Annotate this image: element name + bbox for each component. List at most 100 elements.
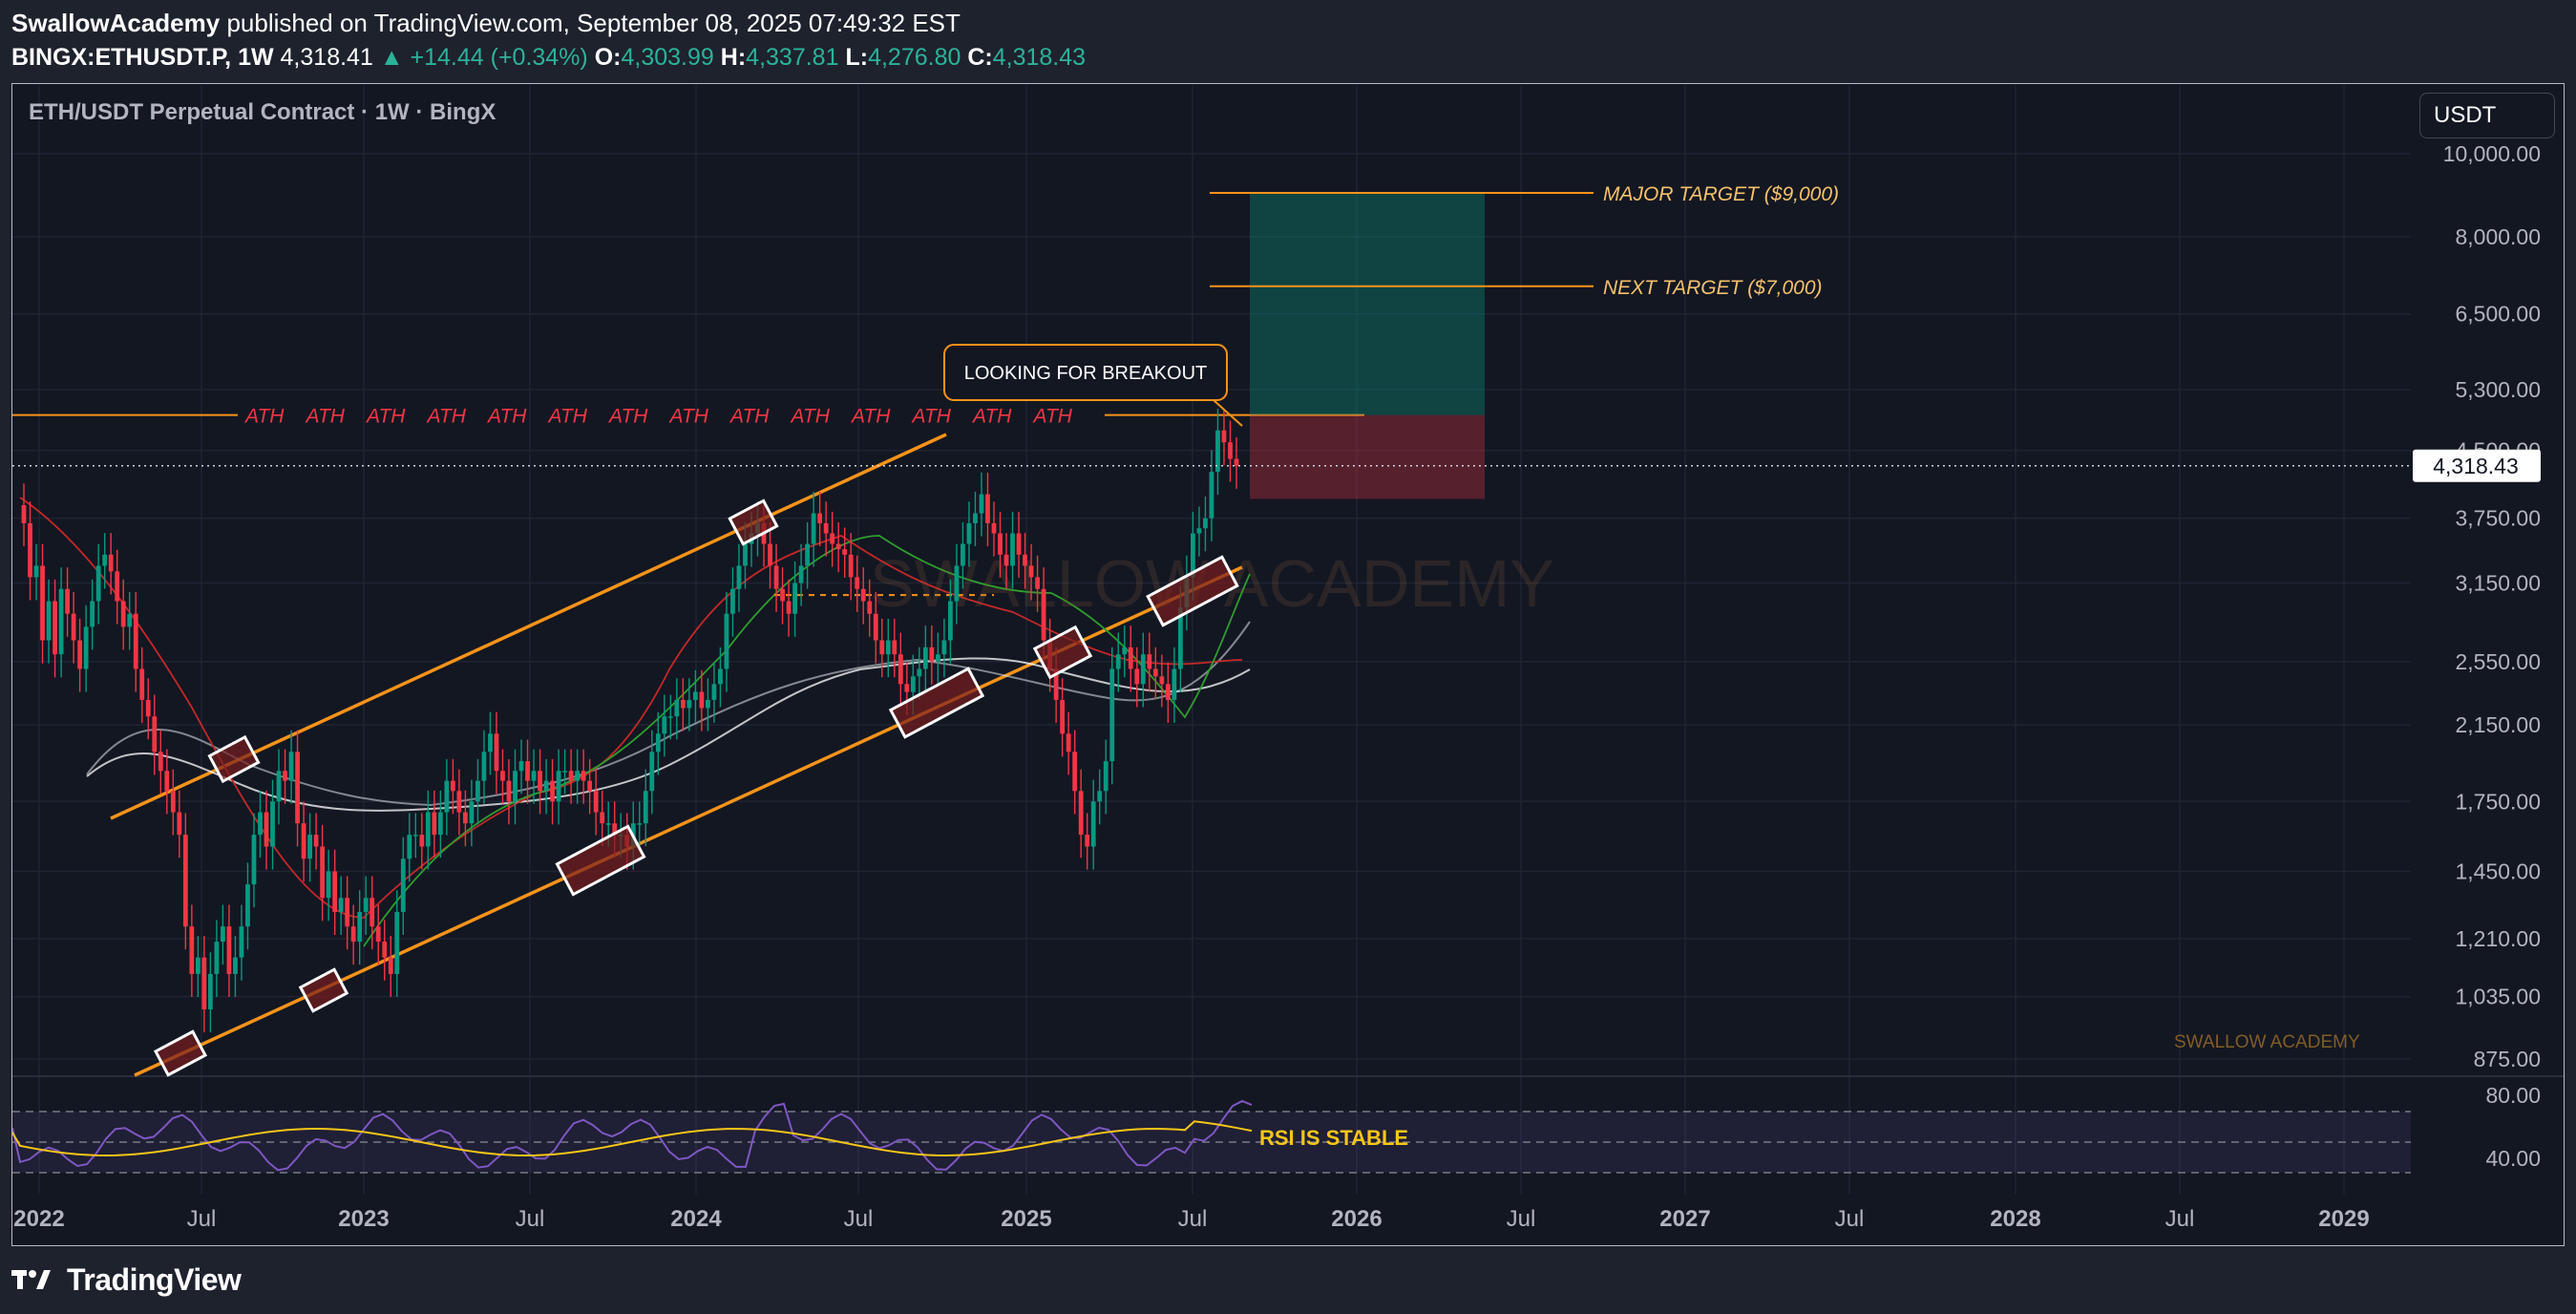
candle-body <box>655 733 661 752</box>
candle-body <box>973 513 978 523</box>
candle-body <box>301 823 306 859</box>
candle-body <box>33 565 39 578</box>
candle-body <box>90 601 95 627</box>
candle-body <box>985 494 990 523</box>
candle-body <box>686 699 692 709</box>
candle-body <box>736 565 742 589</box>
candle-body <box>991 522 997 534</box>
candle-body <box>357 911 363 943</box>
candle-body <box>1234 458 1239 466</box>
ath-label: ATH <box>850 406 891 428</box>
candle-body <box>170 791 176 813</box>
candle-body <box>1023 554 1027 566</box>
touch-point-box <box>153 1029 208 1077</box>
candle-body <box>295 752 300 824</box>
ath-label: ATH <box>728 406 770 428</box>
candle-body <box>307 835 312 859</box>
candle-body <box>375 926 381 943</box>
candle-body <box>848 554 854 578</box>
candle-body <box>475 780 480 802</box>
candle-body <box>469 801 475 824</box>
candle-body <box>979 494 984 514</box>
price-tick-label: 6,500.00 <box>2455 302 2541 327</box>
candle-body <box>139 668 145 700</box>
currency-button[interactable]: USDT <box>2419 93 2555 138</box>
candle-body <box>425 812 431 847</box>
candle-body <box>718 668 723 685</box>
candle-body <box>288 752 294 781</box>
candle-body <box>518 761 524 772</box>
last-price: 4,318.41 <box>280 44 373 71</box>
candle-body <box>1215 430 1220 472</box>
candle-body <box>1177 607 1183 669</box>
low-label: L: <box>845 44 869 71</box>
candle-body <box>637 823 643 825</box>
candle-body <box>917 668 922 677</box>
price-tick-label: 2,550.00 <box>2455 649 2541 674</box>
candle-body <box>692 691 698 700</box>
time-tick-label: 2023 <box>338 1206 389 1232</box>
candle-body <box>177 812 182 836</box>
candle-body <box>1128 646 1133 669</box>
candle-body <box>780 588 785 602</box>
candle-body <box>1090 801 1096 847</box>
price-chart[interactable]: ATH ATH ATH ATH ATH ATH ATH ATH ATH ATH ATH ATH ATH A… <box>12 84 2565 1246</box>
candle-body <box>1209 471 1214 519</box>
author-name[interactable]: SwallowAcademy <box>11 9 221 37</box>
candle-body <box>102 554 108 566</box>
candle-body <box>929 646 935 662</box>
price-tick-label: 2,150.00 <box>2455 712 2541 737</box>
breakout-callout-pointer <box>1213 399 1243 427</box>
candle-body <box>1221 430 1227 443</box>
candle-body <box>786 601 792 614</box>
candle-body <box>1165 684 1171 700</box>
symbol-label: BINGX:ETHUSDT.P, 1W <box>11 44 274 71</box>
candle-body <box>500 771 505 781</box>
candle-body <box>730 588 735 614</box>
candle-body <box>207 973 213 1010</box>
ath-label: ATH <box>305 406 346 428</box>
candle-body <box>221 926 225 943</box>
candle-body <box>189 926 195 974</box>
candle-body <box>245 884 250 927</box>
time-tick-label: 2026 <box>1331 1206 1382 1232</box>
candle-body <box>680 699 686 709</box>
candle-body <box>600 812 605 824</box>
candle-body <box>1053 668 1059 700</box>
price-tick-label: 3,750.00 <box>2455 506 2541 531</box>
candle-body <box>830 533 835 544</box>
candle-body <box>456 791 462 813</box>
ath-label: ATH <box>365 406 406 428</box>
candle-body <box>95 565 101 602</box>
touch-point-box <box>207 734 261 784</box>
publish-header: SwallowAcademy published on TradingView.… <box>11 6 1086 74</box>
candle-body <box>699 691 705 709</box>
candle-body <box>1072 752 1078 792</box>
candle-body <box>1140 654 1146 685</box>
candle-body <box>892 640 897 655</box>
candle-body <box>350 926 356 943</box>
candle-body <box>897 654 903 685</box>
candle-body <box>711 684 717 700</box>
candle-body <box>724 613 729 669</box>
candle-body <box>195 957 201 974</box>
chart-pane[interactable]: ATH ATH ATH ATH ATH ATH ATH ATH ATH ATH ATH ATH ATH A… <box>11 83 2565 1246</box>
target-label: MAJOR TARGET ($9,000) <box>1603 183 1839 205</box>
touch-point-box <box>1146 555 1239 627</box>
candle-body <box>998 533 1003 555</box>
candle-body <box>152 716 158 752</box>
ath-label: ATH <box>547 406 588 428</box>
low-value: 4,276.80 <box>868 44 961 71</box>
candle-body <box>1016 533 1022 555</box>
tradingview-logo-icon <box>11 1268 57 1291</box>
current-price-tag-label: 4,318.43 <box>2433 454 2519 478</box>
candle-body <box>1152 668 1158 677</box>
candle-body <box>543 780 549 792</box>
ath-label: ATH <box>486 406 527 428</box>
chart-legend-title[interactable]: ETH/USDT Perpetual Contract · 1W · BingX <box>29 99 496 125</box>
target-label: NEXT TARGET ($7,000) <box>1603 277 1823 299</box>
time-tick-label: Jul <box>516 1206 545 1232</box>
candle-body <box>1078 791 1084 836</box>
candle-body <box>108 554 114 572</box>
candle-body <box>450 780 455 792</box>
